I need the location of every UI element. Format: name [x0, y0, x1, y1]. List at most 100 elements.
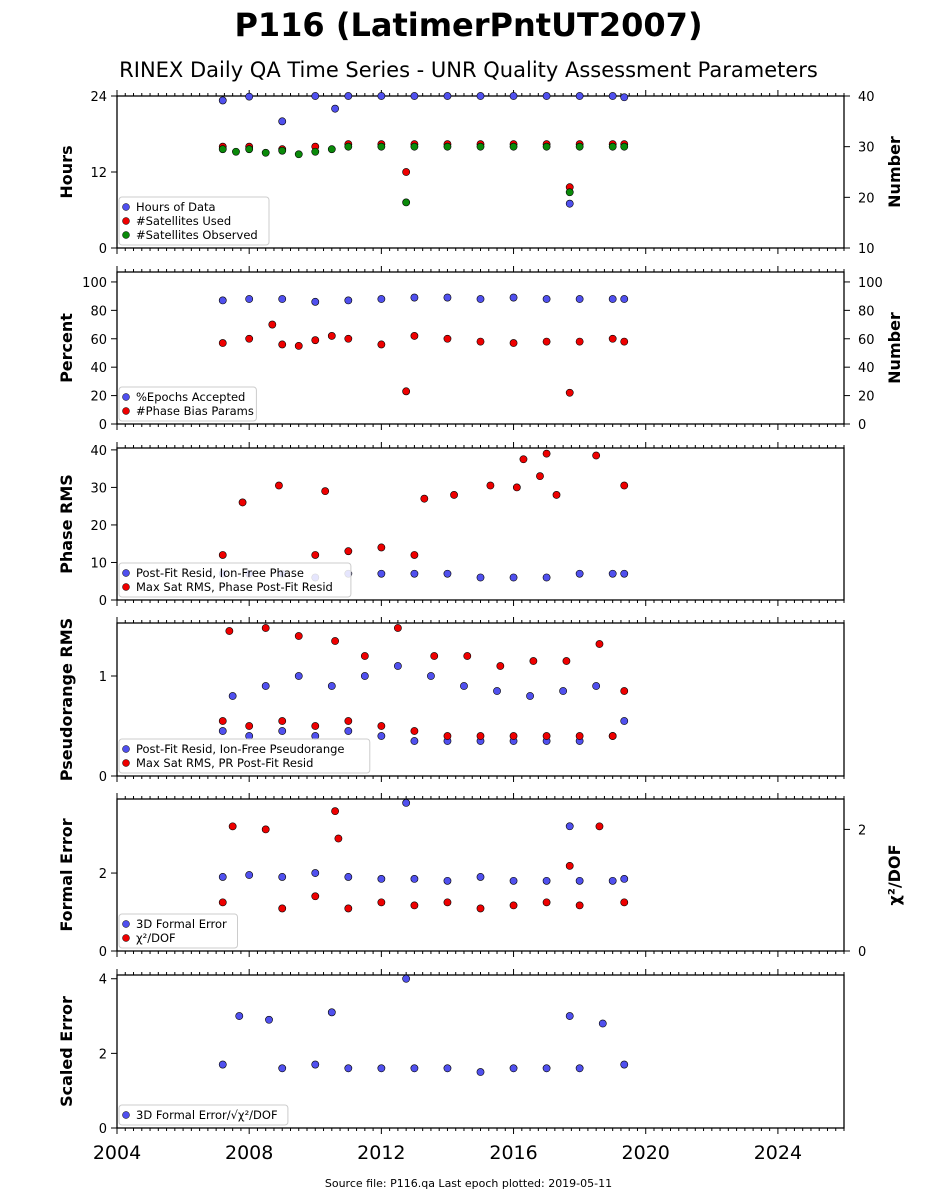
- data-point: [450, 491, 458, 499]
- legend-marker: [122, 569, 130, 577]
- x-tick-label: 2008: [225, 1142, 273, 1164]
- data-point: [565, 822, 574, 831]
- legend-label: 3D Formal Error/√χ²/DOF: [136, 1108, 278, 1122]
- data-point: [402, 974, 411, 983]
- data-point: [608, 569, 617, 578]
- data-point: [410, 569, 419, 578]
- data-point: [595, 822, 604, 831]
- x-tick-label: 2016: [489, 1142, 537, 1164]
- data-point: [377, 340, 386, 349]
- legend-label: #Phase Bias Params: [136, 404, 254, 418]
- data-point: [410, 293, 419, 302]
- data-point: [443, 92, 452, 100]
- data-point: [218, 551, 227, 559]
- legend: Hours of Data#Satellites Used#Satellites…: [118, 196, 270, 246]
- data-point: [393, 662, 402, 670]
- data-point: [509, 339, 518, 347]
- series-1: [218, 92, 629, 208]
- data-point: [344, 904, 353, 913]
- y-tick-label: 10: [90, 556, 107, 571]
- data-point: [476, 904, 485, 913]
- data-point: [476, 295, 485, 303]
- legend-box: [118, 562, 352, 598]
- y-tick-label: 100: [82, 276, 107, 291]
- panel-2: 0 20 40 60 80 100 Percent 0 20 40 60 80 100 Number %Ep…: [57, 266, 904, 433]
- data-point: [344, 296, 353, 305]
- legend-box: [118, 386, 257, 422]
- y-tick-label: 1: [99, 670, 107, 685]
- legend-marker: [122, 1111, 130, 1119]
- panel-6: 0 2 4 Scaled Error 2004 2008 2012 2016 2020 2024 3…: [57, 969, 845, 1164]
- data-point: [562, 657, 571, 665]
- data-point: [476, 732, 485, 740]
- data-point: [420, 494, 429, 503]
- legend-label: 3D Formal Error: [136, 917, 227, 931]
- data-point: [245, 334, 254, 343]
- data-point: [509, 92, 518, 100]
- data-point: [595, 640, 604, 648]
- data-point: [377, 732, 386, 740]
- data-point: [443, 732, 452, 740]
- y-axis-label: Phase RMS: [57, 474, 76, 574]
- data-point: [410, 901, 419, 910]
- data-point: [275, 481, 283, 490]
- data-point: [261, 148, 270, 157]
- data-point: [218, 339, 227, 347]
- data-point: [410, 551, 419, 559]
- data-point: [344, 873, 353, 881]
- data-point: [228, 692, 237, 700]
- data-point: [608, 295, 617, 303]
- panel-3: 0 10 20 30 40 Phase RMS Post-Fit Resid, Ion-Fr…: [57, 442, 845, 609]
- y-tick-label: 0: [99, 418, 107, 433]
- data-point: [228, 822, 237, 831]
- data-point: [565, 199, 574, 208]
- data-point: [443, 142, 452, 151]
- data-point: [575, 1064, 584, 1073]
- data-point: [575, 142, 584, 151]
- legend-label: #Satellites Observed: [136, 228, 258, 242]
- data-point: [331, 807, 339, 816]
- data-point: [268, 320, 277, 329]
- data-point: [278, 117, 287, 126]
- data-point: [542, 1064, 551, 1073]
- x-tick-label: 2024: [754, 1142, 802, 1164]
- data-point: [575, 876, 584, 885]
- data-point: [238, 498, 247, 507]
- y2-tick-label: 2: [858, 823, 866, 838]
- data-point: [575, 732, 584, 740]
- data-point: [575, 337, 584, 346]
- data-point: [278, 717, 287, 725]
- data-point: [542, 449, 551, 458]
- data-point: [245, 92, 254, 101]
- data-point: [218, 96, 227, 105]
- y2-tick-label: 20: [858, 191, 875, 206]
- x-tick-label: 2020: [622, 1142, 670, 1164]
- data-point: [360, 652, 369, 660]
- data-point: [443, 876, 452, 885]
- data-point: [377, 295, 386, 303]
- y-tick-label: 0: [99, 594, 107, 609]
- legend-marker: [122, 583, 130, 591]
- y-axis-label: Pseudorange RMS: [57, 618, 76, 781]
- data-point: [377, 722, 386, 730]
- data-point: [620, 1060, 629, 1069]
- series-1: [218, 293, 629, 306]
- x-tick-label: 2004: [93, 1142, 141, 1164]
- data-point: [620, 337, 629, 346]
- data-point: [261, 624, 270, 632]
- data-point: [509, 573, 518, 582]
- data-point: [245, 295, 254, 303]
- data-point: [334, 834, 343, 843]
- data-point: [261, 682, 270, 690]
- data-point: [542, 732, 551, 740]
- data-point: [311, 551, 320, 559]
- data-point: [509, 876, 518, 885]
- series-2: [218, 807, 629, 913]
- y2-tick-label: 10: [858, 242, 875, 257]
- data-point: [402, 168, 411, 176]
- data-point: [344, 717, 353, 725]
- data-point: [443, 293, 452, 302]
- series-1: [218, 974, 629, 1076]
- data-point: [575, 295, 584, 303]
